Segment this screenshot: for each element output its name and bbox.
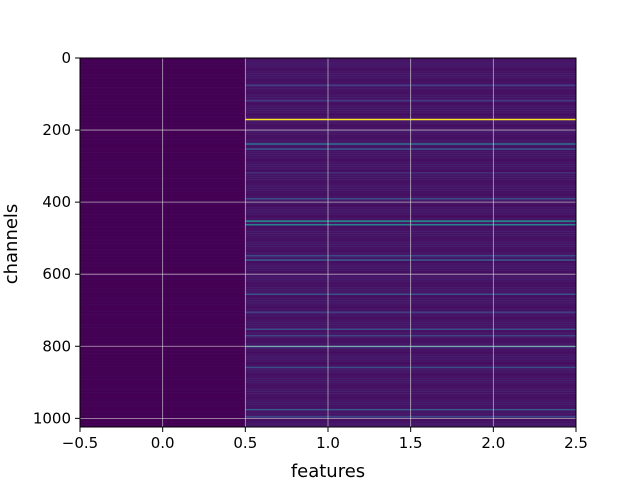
y-tick-label: 200 xyxy=(42,121,71,139)
x-tick-label: 2.5 xyxy=(564,434,588,452)
x-tick-label: 0.5 xyxy=(233,434,257,452)
y-tick-label: 600 xyxy=(42,265,71,283)
x-tick-label: 1.5 xyxy=(399,434,423,452)
y-axis-ticks: 0 200 400 600 800 1000 xyxy=(33,49,80,427)
x-tick-label: 1.0 xyxy=(316,434,340,452)
x-axis-label: features xyxy=(291,461,365,480)
plot-area xyxy=(79,57,577,428)
y-tick-label: 1000 xyxy=(33,409,71,427)
y-tick-label: 800 xyxy=(42,337,71,355)
x-tick-label: 2.0 xyxy=(481,434,505,452)
y-axis-label: channels xyxy=(1,204,22,285)
y-tick-label: 0 xyxy=(61,49,71,67)
y-tick-label: 400 xyxy=(42,193,71,211)
x-tick-label: 0.0 xyxy=(151,434,175,452)
x-tick-label: −0.5 xyxy=(62,434,98,452)
x-axis-ticks: −0.5 0.0 0.5 1.0 1.5 2.0 2.5 xyxy=(62,427,588,452)
